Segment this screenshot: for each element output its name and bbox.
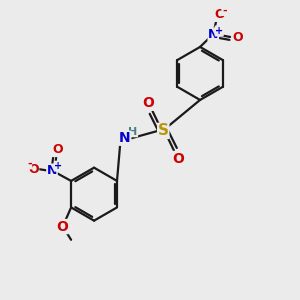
- Text: S: S: [158, 123, 169, 138]
- Text: O: O: [142, 96, 154, 110]
- Text: +: +: [54, 161, 62, 171]
- Text: N: N: [47, 164, 57, 177]
- Text: -: -: [27, 159, 32, 169]
- Text: N: N: [119, 131, 131, 145]
- Text: H: H: [128, 127, 137, 137]
- Text: N: N: [208, 28, 218, 41]
- Text: O: O: [214, 8, 224, 21]
- Text: O: O: [52, 143, 63, 157]
- Text: O: O: [56, 220, 68, 234]
- Text: O: O: [172, 152, 184, 166]
- Text: +: +: [215, 26, 223, 36]
- Text: O: O: [28, 163, 39, 176]
- Text: O: O: [232, 31, 243, 44]
- Text: -: -: [222, 5, 226, 15]
